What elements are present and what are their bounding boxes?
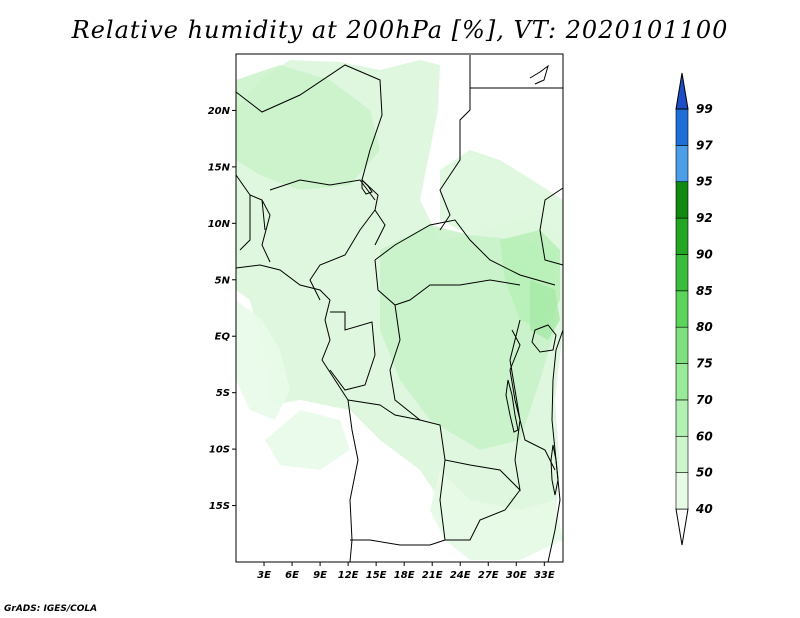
humidity-area-highlands — [530, 280, 560, 340]
colorbar-level-label: 97 — [696, 138, 713, 152]
colorbar-level-label: 40 — [695, 502, 713, 516]
map-frame — [235, 53, 564, 563]
lon-tick-label: 30E — [506, 570, 527, 581]
humidity-area-atlantic — [236, 300, 290, 420]
colorbar: 40 50 60 70 75 80 85 90 92 95 97 99 — [675, 72, 713, 546]
colorbar-level-label: 99 — [696, 102, 713, 116]
border-east-africa — [539, 187, 564, 266]
colorbar-segment — [675, 326, 689, 364]
lon-tick-label: 33E — [534, 570, 555, 581]
chart-title: Relative humidity at 200hPa [%], VT: 202… — [71, 16, 729, 44]
colorbar-level-label: 95 — [696, 175, 713, 189]
colorbar-segment — [675, 472, 689, 510]
colorbar-over-triangle — [675, 72, 689, 110]
humidity-area-sahel — [236, 65, 380, 190]
colorbar-segment — [675, 145, 689, 183]
lake-malawi — [550, 444, 559, 496]
border-drc-angola — [347, 399, 421, 421]
humidity-shading — [236, 60, 563, 560]
border-angola-zambia — [350, 459, 446, 546]
colorbar-segment — [675, 363, 689, 401]
colorbar-level-label: 90 — [696, 247, 713, 261]
border-car — [374, 219, 556, 286]
lon-tick-label: 9E — [313, 570, 327, 581]
latitude-axis: 20N 15N 10N 5N EQ 5S 10S 15S — [208, 106, 236, 512]
colorbar-segment — [675, 181, 689, 219]
lon-tick-label: 12E — [338, 570, 359, 581]
colorbar-level-label: 80 — [696, 320, 713, 334]
coastline-east — [547, 329, 564, 563]
lat-tick-label: 10N — [208, 219, 231, 230]
border-nigeria-cameroon — [309, 209, 376, 301]
colorbar-level-label: 75 — [696, 357, 713, 371]
colorbar-segment — [675, 108, 689, 146]
border-congo — [329, 311, 376, 391]
lat-tick-label: EQ — [215, 332, 231, 343]
border-zambia — [445, 489, 521, 541]
colorbar-level-label: 92 — [696, 211, 713, 225]
colorbar-segment — [675, 399, 689, 437]
border-car-south — [374, 259, 521, 306]
humidity-area-south — [430, 470, 563, 560]
lon-tick-label: 21E — [422, 570, 443, 581]
lat-tick-label: 10S — [209, 445, 230, 456]
credit-text: GrADS: IGES/COLA — [4, 604, 98, 614]
lat-tick-label: 5S — [216, 388, 230, 399]
lat-tick-label: 15N — [208, 162, 231, 173]
colorbar-level-label: 60 — [696, 429, 713, 443]
colorbar-level-label: 70 — [696, 393, 713, 407]
border-sahara — [235, 64, 386, 246]
coastline-west — [235, 264, 359, 563]
colorbar-segment — [675, 290, 689, 328]
border-drc — [389, 304, 521, 492]
lon-tick-label: 24E — [450, 570, 471, 581]
border-niger-nigeria — [269, 179, 376, 201]
lon-tick-label: 27E — [478, 570, 499, 581]
lake-chad — [361, 178, 373, 195]
colorbar-segment — [675, 254, 689, 292]
humidity-area-south-west — [265, 410, 350, 470]
lat-tick-label: 20N — [208, 106, 231, 117]
lat-tick-label: 15S — [209, 501, 230, 512]
border-chad-north — [439, 55, 471, 231]
colorbar-level-label: 50 — [696, 466, 713, 480]
lat-tick-label: 5N — [215, 275, 231, 286]
humidity-area-north — [440, 150, 563, 240]
lon-tick-label: 18E — [394, 570, 415, 581]
lon-tick-label: 6E — [285, 570, 299, 581]
border-west-africa — [235, 174, 271, 263]
colorbar-under-triangle — [675, 508, 689, 546]
coast-red-sea — [529, 64, 549, 85]
lon-tick-label: 3E — [257, 570, 271, 581]
longitude-axis: 3E 6E 9E 12E 15E 18E 21E 24E 27E 30E 33E — [257, 562, 555, 581]
colorbar-segment — [675, 217, 689, 255]
colorbar-level-label: 85 — [696, 284, 713, 298]
colorbar-segment — [675, 435, 689, 473]
country-borders — [235, 55, 564, 563]
lake-tanganyika — [505, 379, 519, 433]
lon-tick-label: 15E — [366, 570, 387, 581]
border-lakes — [509, 329, 556, 471]
lake-victoria — [531, 324, 557, 353]
